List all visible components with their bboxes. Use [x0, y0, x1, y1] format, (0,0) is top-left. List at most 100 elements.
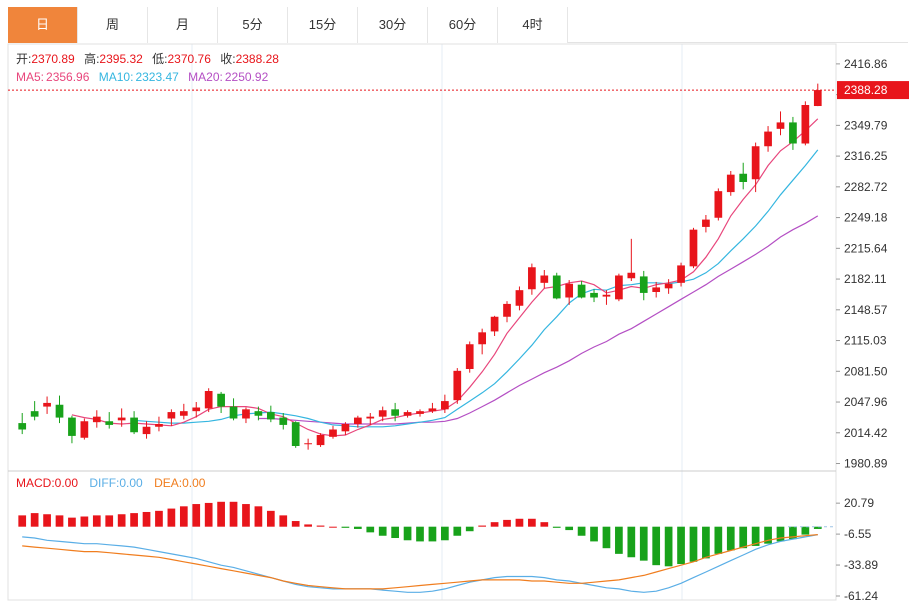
candle-body — [751, 146, 760, 180]
candle-body — [18, 423, 27, 430]
macd-bar — [751, 526, 760, 546]
macd-bar — [639, 526, 648, 561]
macd-bar — [465, 526, 474, 532]
macd-bar — [30, 513, 39, 527]
candle-body — [242, 409, 250, 419]
price-tick-label-12: 2014.42 — [844, 426, 888, 440]
macd-bar — [540, 522, 549, 527]
candle-body — [366, 416, 375, 419]
macd-bar — [291, 521, 300, 527]
candle-body — [179, 411, 188, 416]
macd-bar — [789, 526, 797, 540]
candle-body — [689, 229, 698, 267]
candle-body — [428, 408, 437, 412]
price-tick-label-0: 2416.86 — [844, 57, 888, 71]
candle-body — [664, 283, 673, 289]
macd-value: 0.00 — [55, 476, 79, 490]
candle-body — [490, 316, 499, 332]
macd-bar — [155, 510, 163, 527]
tab-day[interactable]: 日 — [8, 7, 78, 43]
candle-body — [789, 122, 797, 144]
candle-body — [117, 417, 126, 421]
candle-body — [254, 411, 263, 416]
candle-body — [30, 411, 39, 417]
macd-bar — [192, 504, 201, 527]
macd-bar — [105, 515, 114, 527]
candle-body — [602, 294, 611, 297]
tab-week[interactable]: 周 — [78, 7, 148, 43]
candle-body — [627, 272, 636, 279]
candle-body — [316, 435, 325, 446]
tab-month[interactable]: 月 — [148, 7, 218, 43]
macd-bar — [68, 517, 76, 527]
macd-bar — [55, 515, 64, 527]
candle-body — [478, 332, 487, 345]
candle-body — [378, 410, 387, 417]
candle-body — [229, 406, 238, 419]
candle-body — [639, 276, 648, 293]
macd-bar — [254, 506, 263, 527]
macd-bar — [490, 522, 499, 527]
macd-bar — [229, 501, 238, 527]
candle-body — [391, 409, 399, 416]
moving-average-lines — [71, 118, 819, 437]
candle-body — [776, 122, 785, 129]
candle-body — [80, 421, 89, 438]
macd-tick-label-1: -6.55 — [844, 527, 872, 541]
macd-tick-label-3: -61.24 — [844, 589, 878, 602]
macd-bar — [664, 526, 673, 567]
price-tick-label-3: 2316.25 — [844, 149, 888, 163]
macd-bar — [428, 526, 437, 542]
macd-bar — [503, 519, 511, 527]
current-price-marker: 2388.28 — [8, 81, 909, 100]
macd-bar — [18, 515, 27, 527]
tab-15min[interactable]: 15分 — [288, 7, 358, 43]
macd-bar — [764, 526, 772, 544]
macd-bar — [366, 526, 375, 533]
candle-body — [565, 283, 574, 298]
macd-bar — [739, 526, 748, 549]
macd-histogram — [18, 501, 822, 567]
price-tick-label-7: 2182.11 — [844, 272, 887, 286]
macd-bar — [266, 510, 275, 527]
tab-60min[interactable]: 60分 — [428, 7, 498, 43]
macd-bar — [416, 526, 424, 542]
current-price-label: 2388.28 — [844, 83, 888, 97]
candle-body — [266, 412, 275, 420]
tab-30min[interactable]: 30分 — [358, 7, 428, 43]
macd-bar — [341, 526, 350, 528]
price-tick-label-9: 2115.03 — [844, 334, 887, 348]
macd-bar — [577, 526, 586, 536]
ma-info: MA5: 2356.96 MA10: 2323.47 MA20: 2250.92 — [16, 70, 269, 84]
macd-bar — [801, 526, 810, 535]
candle-body — [441, 401, 449, 410]
diff-value: 0.00 — [119, 476, 143, 490]
candle-body — [403, 412, 412, 416]
macd-bar — [813, 526, 822, 529]
dea-value: 0.00 — [182, 476, 206, 490]
price-axis: 2416.862383.292349.792316.252282.722249.… — [836, 57, 888, 471]
ma20-label: MA20: — [188, 70, 223, 84]
macd-bar — [316, 525, 325, 527]
macd-info: MACD:0.00 DIFF:0.00 DEA:0.00 — [16, 476, 206, 490]
macd-bar — [441, 526, 449, 541]
price-tick-label-5: 2249.18 — [844, 211, 888, 225]
candle-body — [453, 370, 462, 401]
candle-body — [714, 191, 723, 218]
candle-body — [577, 284, 586, 298]
tab-4hour[interactable]: 4时 — [498, 7, 568, 43]
price-tick-label-2: 2349.79 — [844, 118, 888, 132]
macd-bar — [167, 508, 176, 527]
candle-body — [739, 173, 748, 182]
candle-body — [329, 429, 337, 437]
macd-bar — [602, 526, 611, 549]
macd-bar — [689, 526, 698, 562]
candle-body — [155, 424, 163, 427]
ohlc-info: 开:2370.89 高:2395.32 低:2370.76 收:2388.28 — [16, 51, 279, 66]
candle-body — [416, 411, 424, 414]
candle-body — [813, 90, 822, 107]
plot-border — [7, 43, 837, 601]
tab-5min[interactable]: 5分 — [218, 7, 288, 43]
low-value: 2370.76 — [168, 52, 212, 66]
